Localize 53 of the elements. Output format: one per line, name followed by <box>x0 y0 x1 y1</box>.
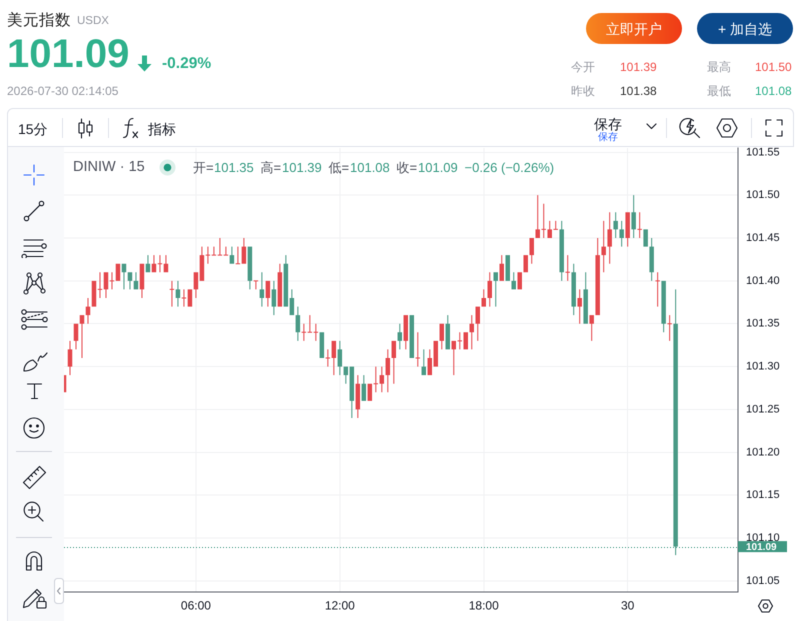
candlestick <box>565 255 570 281</box>
x-tick-label: 12:00 <box>324 598 356 613</box>
text: 101.50 <box>755 60 792 74</box>
ref-line-label: 101.09 <box>746 542 778 553</box>
y-tick-label: 101.55 <box>746 146 780 158</box>
annotation: 101.08 <box>350 160 390 174</box>
y-tick-label: 101.15 <box>746 489 780 502</box>
annotation: 开= <box>193 160 214 174</box>
text: 101.38 <box>620 84 657 98</box>
text: 保存 <box>598 132 618 142</box>
text: 101.08 <box>755 84 792 98</box>
y-tick-label: 101.30 <box>746 360 780 373</box>
y-tick-label: 101.05 <box>746 574 780 587</box>
y-tick-label: 101.20 <box>746 446 780 458</box>
y-tick-label: 101.40 <box>746 274 780 287</box>
candlestick <box>667 315 672 341</box>
candlestick <box>637 212 642 238</box>
annotation: 高= <box>260 160 282 174</box>
candlestick <box>254 280 258 290</box>
text: 昨收 <box>571 84 595 98</box>
text: 今开 <box>571 60 595 74</box>
x-tick-label: 18:00 <box>468 598 500 613</box>
text: 最高 <box>707 60 731 74</box>
annotation: −0.26 (−0.26%) <box>464 160 554 174</box>
text: 指标 <box>148 121 176 137</box>
text: 101.39 <box>620 60 657 74</box>
candlestick <box>601 220 606 272</box>
candlestick <box>655 272 660 307</box>
text: -0.29% <box>162 55 212 72</box>
y-tick-label: 101.25 <box>746 403 780 416</box>
candlestick <box>170 280 174 307</box>
annotation: DINIW · 15 <box>73 158 145 175</box>
annotation: 101.09 <box>418 160 458 174</box>
text: 2026-07-30 02:14:05 <box>7 84 118 98</box>
annotation: 101.39 <box>282 160 322 174</box>
candlestick <box>416 332 420 367</box>
add-favorite-button[interactable]: + 加自选 <box>697 13 793 44</box>
text: 101.09 <box>7 32 130 76</box>
chart-subtitle: USDX <box>77 14 109 28</box>
y-tick-label: 101.50 <box>746 189 780 202</box>
y-tick-label: 101.35 <box>746 318 780 330</box>
y-tick-label: 101.45 <box>746 232 780 244</box>
text: 保存 <box>594 116 622 132</box>
text: 最低 <box>707 84 731 98</box>
candlestick <box>470 315 474 350</box>
annotation: 收= <box>396 160 418 174</box>
text: 15分 <box>18 121 48 137</box>
x-tick-label: 30 <box>620 598 635 613</box>
annotation: 低= <box>328 160 350 174</box>
annotation: 101.35 <box>214 160 254 174</box>
chart-title: 美元指数 <box>7 12 71 29</box>
y-tick-label: 101.10 <box>746 532 780 544</box>
x-tick-label: 06:00 <box>180 598 212 613</box>
